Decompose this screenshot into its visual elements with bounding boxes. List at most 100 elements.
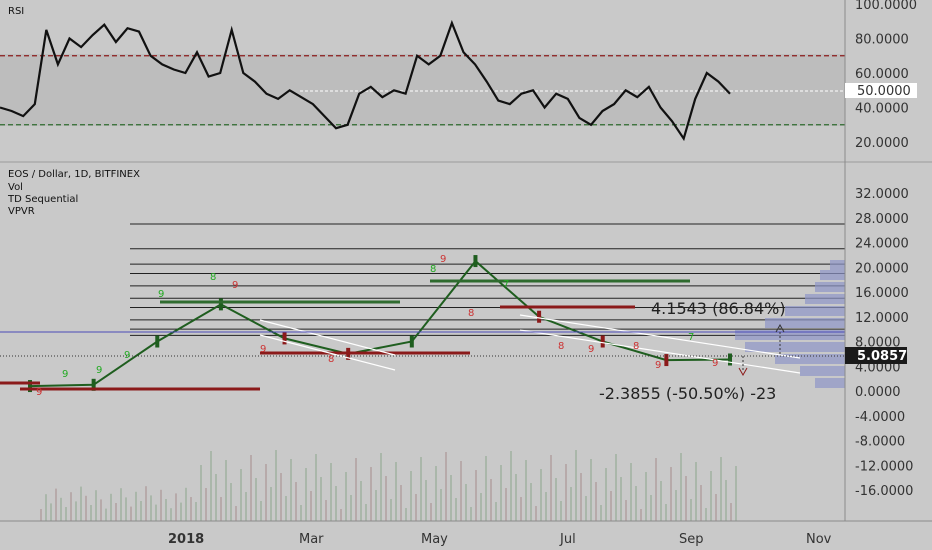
volume-bar [670, 467, 672, 521]
price-candle [600, 335, 605, 348]
vpvr-bar [785, 306, 845, 316]
price-axis[interactable]: 100.0000 80.0000 60.0000 40.0000 20.0000 32.… [844, 0, 917, 521]
channel-upper-2 [519, 314, 801, 359]
price-tick-label: -16.0000 [855, 484, 913, 499]
volume-bar [135, 491, 137, 521]
volume-bar [585, 496, 587, 521]
volume-bar [490, 479, 492, 521]
volume-bar [150, 495, 152, 521]
volume-bar [325, 500, 327, 521]
price-candle [282, 332, 287, 345]
volume-bar [185, 487, 187, 521]
volume-bar [120, 488, 122, 521]
volume-bar [480, 493, 482, 521]
rsi-tick-label: 100.0000 [855, 0, 917, 13]
measure-down-label: -2.3855 (-50.50%) -23 [599, 384, 776, 403]
volume-bar [440, 489, 442, 521]
x-tick-mar: Mar [299, 532, 324, 547]
volume-bar [685, 476, 687, 521]
volume-bar [190, 497, 192, 521]
volume-bar [420, 457, 422, 521]
volume-bar [75, 501, 77, 521]
vpvr-bar [775, 354, 845, 364]
volume-bar [300, 505, 302, 521]
volume-bar [560, 501, 562, 521]
volume-bar [245, 492, 247, 521]
volume-bar [575, 450, 577, 521]
volume-bar [410, 471, 412, 521]
volume-bar [535, 506, 537, 521]
price-candle [218, 298, 223, 311]
volume-bar [100, 499, 102, 521]
volume-bar [215, 474, 217, 521]
volume-bar [625, 500, 627, 521]
rsi-line [0, 19, 731, 142]
td-label: 8 [210, 272, 216, 283]
x-tick-may: May [421, 532, 448, 547]
td-label: 9 [124, 350, 130, 361]
volume-bar [405, 508, 407, 521]
volume-bar [295, 482, 297, 521]
volume-bar [675, 490, 677, 521]
volume-bar [580, 473, 582, 521]
rsi-band [0, 54, 845, 126]
volume-bar [220, 497, 222, 521]
volume-bar [320, 477, 322, 521]
price-tick-label: -4.0000 [855, 410, 905, 425]
volume-bar [90, 505, 92, 521]
volume-bar [380, 453, 382, 521]
volume-bar [725, 480, 727, 521]
volume-bar [240, 469, 242, 521]
volume-bar [155, 504, 157, 521]
volume-bar [80, 486, 82, 521]
volume-bar [350, 495, 352, 521]
price-badge [845, 347, 907, 364]
volume-bar [315, 454, 317, 521]
volume-bar [555, 478, 557, 521]
volume-bar [465, 484, 467, 521]
measure-up-arrowhead [775, 323, 785, 333]
vpvr-bar [815, 378, 845, 388]
volume-bar [695, 462, 697, 521]
td-label: 9 [232, 280, 238, 291]
volume-bar [280, 473, 282, 521]
price-candle [664, 354, 669, 367]
rsi-line-group [0, 19, 731, 142]
price-tick-label: -8.0000 [855, 435, 905, 450]
volume-bar [310, 491, 312, 521]
volume-bar [595, 482, 597, 521]
volume-bar [660, 481, 662, 521]
measure-down-arrowhead [738, 367, 748, 377]
volume-bar [365, 504, 367, 521]
time-axis[interactable]: 2018 Mar May Jul Sep Nov [0, 520, 932, 547]
volume-bar [690, 499, 692, 521]
volume-bar [195, 502, 197, 521]
volume-bar [145, 486, 147, 521]
volume-bar [335, 486, 337, 521]
volume-bar [265, 464, 267, 521]
volume-bar [570, 487, 572, 521]
vpvr-bar [800, 366, 845, 376]
volume-bar [630, 463, 632, 521]
td-label: 9 [62, 369, 68, 380]
volume-bar [400, 485, 402, 521]
td-label: 7 [503, 279, 509, 290]
price-candle [409, 335, 414, 348]
channel-lower-1 [259, 334, 396, 371]
td-label: 7 [688, 332, 694, 343]
rsi-axis-ticks: 100.0000 80.0000 60.0000 40.0000 20.0000 [855, 0, 917, 151]
volume-bar [650, 495, 652, 521]
volume-bar [720, 457, 722, 521]
volume-bar [175, 493, 177, 521]
volume-bar [105, 508, 107, 521]
td-label: 9 [158, 289, 164, 300]
volume-bar [115, 503, 117, 521]
volume-bar [395, 462, 397, 521]
td-label: 8 [633, 341, 639, 352]
indicator-td-sequential: TD Sequential [7, 194, 78, 205]
volume-bar [205, 488, 207, 521]
volume-bar [605, 468, 607, 521]
volume-bar [180, 502, 182, 521]
volume-bar [610, 491, 612, 521]
